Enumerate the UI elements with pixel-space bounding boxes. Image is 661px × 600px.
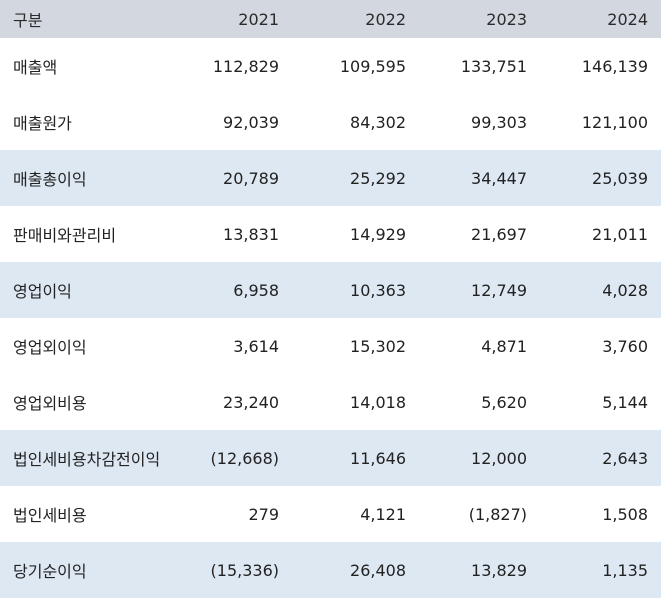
table-row: 영업외비용 23,240 14,018 5,620 5,144 [0, 374, 661, 430]
cell-value: 4,871 [481, 336, 527, 356]
cell-value: 13,829 [471, 560, 527, 580]
cell-value: 99,303 [471, 112, 527, 132]
header-year-2022: 2022 [365, 9, 406, 29]
table-header: 구분 2021 2022 2023 2024 [0, 0, 661, 38]
table-row: 법인세비용 279 4,121 (1,827) 1,508 [0, 486, 661, 542]
row-label: 법인세비용차감전이익 [13, 450, 161, 469]
cell-value: 121,100 [581, 112, 648, 132]
cell-value: (15,336) [210, 560, 279, 580]
cell-value: 21,011 [592, 224, 648, 244]
cell-value: 13,831 [223, 224, 279, 244]
cell-value: 146,139 [581, 56, 648, 76]
table-row: 영업외이익 3,614 15,302 4,871 3,760 [0, 318, 661, 374]
cell-value: 6,958 [233, 280, 279, 300]
cell-value: 1,135 [602, 560, 648, 580]
row-label: 판매비와관리비 [13, 226, 117, 245]
row-label: 영업외비용 [13, 394, 87, 413]
cell-value: 34,447 [471, 168, 527, 188]
row-label: 매출총이익 [13, 170, 87, 189]
header-category: 구분 [13, 11, 43, 30]
cell-value: (12,668) [210, 448, 279, 468]
table-body: 매출액 112,829 109,595 133,751 146,139 매출원가… [0, 38, 661, 598]
cell-value: 14,018 [350, 392, 406, 412]
cell-value: 14,929 [350, 224, 406, 244]
table-row: 매출총이익 20,789 25,292 34,447 25,039 [0, 150, 661, 206]
cell-value: 11,646 [350, 448, 406, 468]
cell-value: 5,620 [481, 392, 527, 412]
row-label: 법인세비용 [13, 506, 87, 525]
table-row: 영업이익 6,958 10,363 12,749 4,028 [0, 262, 661, 318]
header-year-2023: 2023 [486, 9, 527, 29]
cell-value: 4,028 [602, 280, 648, 300]
cell-value: 2,643 [602, 448, 648, 468]
cell-value: 15,302 [350, 336, 406, 356]
table-row: 법인세비용차감전이익 (12,668) 11,646 12,000 2,643 [0, 430, 661, 486]
cell-value: 21,697 [471, 224, 527, 244]
cell-value: 12,000 [471, 448, 527, 468]
cell-value: 1,508 [602, 504, 648, 524]
cell-value: 5,144 [602, 392, 648, 412]
cell-value: 3,614 [233, 336, 279, 356]
table-row: 매출원가 92,039 84,302 99,303 121,100 [0, 94, 661, 150]
cell-value: 10,363 [350, 280, 406, 300]
cell-value: 20,789 [223, 168, 279, 188]
cell-value: 25,292 [350, 168, 406, 188]
row-label: 당기순이익 [13, 562, 87, 581]
cell-value: 279 [248, 504, 279, 524]
header-row: 구분 2021 2022 2023 2024 [0, 0, 661, 38]
row-label: 매출액 [13, 58, 58, 77]
table-row: 판매비와관리비 13,831 14,929 21,697 21,011 [0, 206, 661, 262]
header-year-2024: 2024 [607, 9, 648, 29]
cell-value: 12,749 [471, 280, 527, 300]
cell-value: 26,408 [350, 560, 406, 580]
header-year-2021: 2021 [238, 9, 279, 29]
cell-value: 109,595 [339, 56, 406, 76]
table-row: 당기순이익 (15,336) 26,408 13,829 1,135 [0, 542, 661, 598]
cell-value: 25,039 [592, 168, 648, 188]
cell-value: 4,121 [360, 504, 406, 524]
row-label: 영업외이익 [13, 338, 87, 357]
row-label: 매출원가 [13, 114, 72, 133]
cell-value: 3,760 [602, 336, 648, 356]
cell-value: 92,039 [223, 112, 279, 132]
cell-value: 84,302 [350, 112, 406, 132]
table-row: 매출액 112,829 109,595 133,751 146,139 [0, 38, 661, 94]
cell-value: 23,240 [223, 392, 279, 412]
row-label: 영업이익 [13, 282, 72, 301]
cell-value: 112,829 [212, 56, 279, 76]
cell-value: (1,827) [468, 504, 527, 524]
cell-value: 133,751 [460, 56, 527, 76]
